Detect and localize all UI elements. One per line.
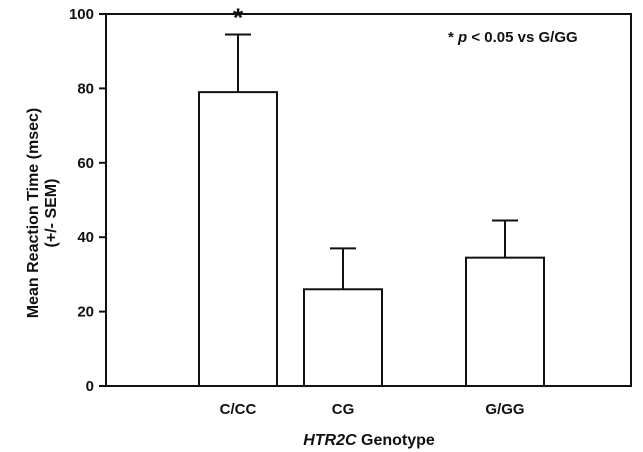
significance-star: * (233, 2, 244, 32)
bars-group (198, 91, 545, 388)
y-axis-ticks: 0 20 40 60 80 100 (69, 6, 106, 395)
x-tick-label: G/GG (485, 401, 524, 418)
y-tick-label: 40 (77, 229, 94, 246)
y-tick-label: 80 (77, 80, 94, 97)
x-tick-label: C/CC (220, 401, 257, 418)
x-tick-label: CG (332, 401, 355, 418)
significance-annotation: * p < 0.05 vs G/GG (448, 29, 578, 46)
y-tick-label: 60 (77, 155, 94, 172)
y-tick-label: 100 (69, 6, 94, 23)
x-axis-label: HTR2C Genotype (303, 432, 435, 449)
y-tick-label: 20 (77, 304, 94, 321)
annotation-p: p (457, 29, 467, 46)
bar-ccc (198, 91, 278, 388)
annotation-text: < 0.05 vs G/GG (467, 29, 577, 46)
annotation-star: * (448, 29, 454, 46)
x-axis-label-suffix: Genotype (357, 432, 435, 449)
x-axis-ticks: C/CC CG G/GG (220, 401, 525, 418)
significance-markers: * (233, 2, 244, 32)
y-axis-label-line-2: (+/- SEM) (43, 179, 60, 248)
y-tick-label: 0 (86, 378, 94, 395)
x-axis-label-gene: HTR2C (303, 432, 357, 449)
bar-cg (303, 288, 383, 387)
error-bars-group (225, 33, 518, 290)
bar-ggg (465, 256, 545, 387)
y-axis-label-line-1: Mean Reaction Time (msec) (25, 108, 42, 318)
